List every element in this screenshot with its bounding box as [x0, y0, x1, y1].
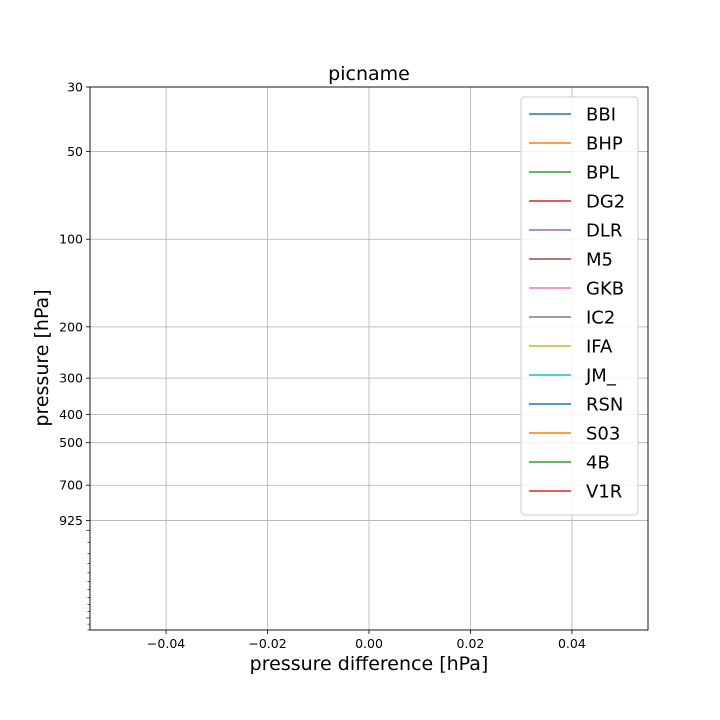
y-tick-label: 300 [59, 371, 83, 386]
minor-ticks [86, 530, 90, 631]
legend-box [520, 96, 639, 516]
legend: BBI BHP BPL DG2 DLR M5 GKB IC2 IFA JM_ RSN S03 4B V1R [520, 96, 639, 516]
y-tick-label: 100 [59, 232, 83, 247]
y-tick-label: 925 [59, 513, 83, 528]
x-tick-label: 0.02 [457, 636, 485, 651]
x-tick-label: 0.00 [355, 636, 383, 651]
legend-label-V1R: V1R [586, 482, 622, 503]
y-axis-label: pressure [hPa] [31, 289, 53, 426]
legend-label-DLR: DLR [586, 221, 622, 242]
x-tick-label: −0.02 [248, 636, 286, 651]
legend-label-S03: S03 [586, 424, 620, 445]
chart-title: picname [328, 63, 410, 85]
x-tick-label: 0.04 [558, 636, 586, 651]
legend-label-DG2: DG2 [586, 192, 625, 213]
y-tick-label: 500 [59, 435, 83, 450]
legend-label-BPL: BPL [586, 163, 619, 184]
y-tick-label: 400 [59, 407, 83, 422]
x-axis-label: pressure difference [hPa] [250, 653, 489, 675]
legend-label-RSN: RSN [586, 395, 623, 416]
legend-label-GKB: GKB [586, 279, 624, 300]
y-tick-label: 50 [67, 144, 83, 159]
x-axis-ticks: −0.04 −0.02 0.00 0.02 0.04 [147, 630, 586, 651]
y-axis-ticks: 30 50 100 200 300 400 500 700 925 [59, 80, 90, 528]
legend-label-BBI: BBI [586, 105, 616, 126]
y-tick-label: 700 [59, 478, 83, 493]
y-tick-label: 200 [59, 319, 83, 334]
plot-frame [89, 86, 649, 631]
x-tick-label: −0.04 [147, 636, 185, 651]
legend-label-IC2: IC2 [586, 308, 615, 329]
legend-label-M5: M5 [586, 250, 613, 271]
legend-label-JM_: JM_ [585, 366, 617, 387]
legend-label-BHP: BHP [586, 134, 623, 155]
legend-label-4B: 4B [586, 453, 610, 474]
y-tick-label: 30 [67, 80, 83, 95]
legend-label-IFA: IFA [586, 337, 613, 358]
